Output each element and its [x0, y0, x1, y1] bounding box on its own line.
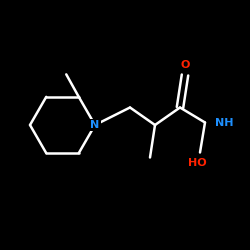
Text: O: O	[180, 60, 190, 70]
Text: HO: HO	[188, 158, 207, 168]
Text: NH: NH	[215, 118, 234, 128]
Text: N: N	[90, 120, 100, 130]
